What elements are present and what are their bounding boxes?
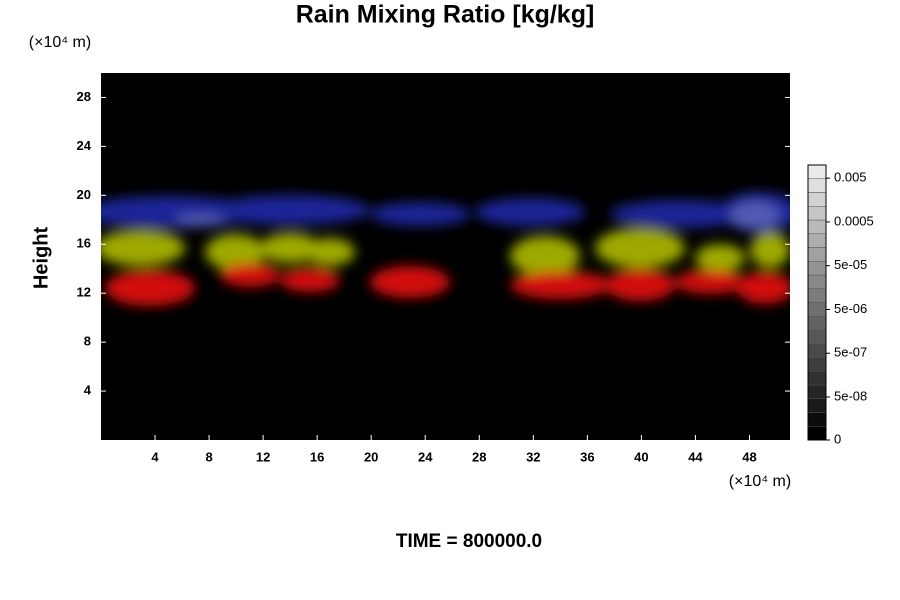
colorbar-band — [807, 178, 827, 193]
x-tick-label: 4 — [151, 449, 159, 464]
colorbar-band — [807, 233, 827, 248]
colorbar-tick-label: 5e-07 — [834, 345, 867, 360]
colorbar-band — [807, 398, 827, 413]
y-tick-label: 12 — [77, 285, 91, 300]
x-tick-label: 12 — [256, 449, 270, 464]
y-tick-label: 4 — [84, 383, 92, 398]
x-tick-label: 16 — [310, 449, 324, 464]
x-tick-label: 24 — [418, 449, 433, 464]
x-tick-label: 48 — [742, 449, 756, 464]
colorbar-band — [807, 302, 827, 317]
colorbar: 0 5e-08 5e-07 5e-06 5e-05 0.0005 0.005 — [807, 164, 874, 446]
colorbar-tick-label: 0 — [834, 431, 841, 446]
colorbar-band — [807, 371, 827, 386]
colorbar-band — [807, 329, 827, 344]
y-tick-label: 16 — [77, 236, 91, 251]
colorbar-band — [807, 384, 827, 399]
x-tick-label: 20 — [364, 449, 378, 464]
colorbar-band — [807, 247, 827, 262]
colorbar-band — [807, 288, 827, 303]
x-tick-label: 36 — [580, 449, 594, 464]
colorbar-tick-label: 0.0005 — [834, 213, 874, 228]
colorbar-band — [807, 426, 827, 441]
plot-area — [101, 73, 790, 440]
colorbar-band — [807, 412, 827, 427]
colorbar-band — [807, 343, 827, 358]
colorbar-band — [807, 316, 827, 331]
colorbar-tick-label: 5e-06 — [834, 301, 867, 316]
colorbar-band — [807, 164, 827, 179]
x-tick-label: 28 — [472, 449, 486, 464]
y-unit-label: (×10⁴ m) — [29, 34, 91, 51]
x-tick-label: 8 — [205, 449, 212, 464]
colorbar-band — [807, 261, 827, 276]
colorbar-tick-label: 5e-05 — [834, 257, 867, 272]
colorbar-tick-label: 5e-08 — [834, 388, 867, 403]
x-tick-label: 40 — [634, 449, 648, 464]
colorbar-band — [807, 274, 827, 289]
colorbar-band — [807, 192, 827, 207]
chart-title: Rain Mixing Ratio [kg/kg] — [296, 1, 595, 29]
x-tick-label: 32 — [526, 449, 540, 464]
colorbar-frame — [807, 164, 827, 441]
y-tick-label: 20 — [77, 187, 91, 202]
y-tick-label: 28 — [77, 89, 91, 104]
y-tick-label: 8 — [84, 334, 91, 349]
time-annotation: TIME = 800000.0 — [396, 531, 542, 552]
x-tick-label: 44 — [688, 449, 703, 464]
colorbar-band — [807, 219, 827, 234]
x-unit-label: (×10⁴ m) — [729, 473, 791, 490]
colorbar-band — [807, 206, 827, 221]
y-axis-label: Height — [30, 227, 52, 290]
y-tick-label: 24 — [77, 138, 92, 153]
colorbar-band — [807, 357, 827, 372]
colorbar-tick-label: 0.005 — [834, 170, 867, 185]
field — [101, 192, 790, 306]
